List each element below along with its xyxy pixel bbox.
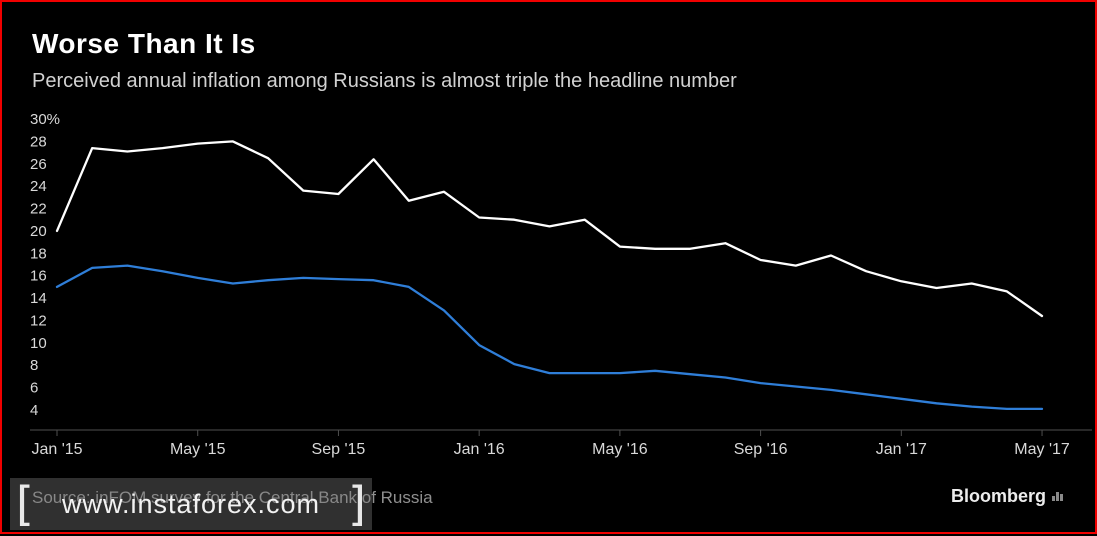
watermark-left-bracket: [ — [16, 477, 34, 531]
x-axis-label: Jan '16 — [454, 441, 505, 458]
chart-title: Worse Than It Is — [32, 28, 256, 59]
x-axis-label: Sep '15 — [312, 441, 366, 458]
y-axis-label: 6 — [30, 380, 38, 397]
y-axis-label: 4 — [30, 402, 38, 419]
x-axis-label: Jan '17 — [876, 441, 927, 458]
y-axis-label: 20 — [30, 223, 47, 240]
y-axis-label: 28 — [30, 133, 47, 150]
y-axis-label: 16 — [30, 268, 47, 285]
x-axis-label: May '16 — [592, 441, 648, 458]
series-line-perceived-annual-inflation — [55, 140, 1044, 318]
y-axis-label: 24 — [30, 178, 47, 195]
series-line-headline-annual-inflation — [55, 264, 1044, 411]
y-axis-label: 10 — [30, 335, 47, 352]
y-axis-label: 18 — [30, 245, 47, 262]
x-axis-label: May '17 — [1014, 441, 1070, 458]
watermark-text: www.instaforex.com — [61, 488, 321, 519]
y-axis-label: 30% — [30, 111, 60, 128]
x-axis-label: Sep '16 — [734, 441, 788, 458]
y-axis-label: 12 — [30, 312, 47, 329]
watermark-right-bracket: ] — [348, 477, 366, 531]
x-axis-label: Jan '15 — [31, 441, 82, 458]
y-axis-label: 14 — [30, 290, 47, 307]
bar-chart-icon — [1052, 492, 1063, 501]
bloomberg-logo: Bloomberg — [951, 486, 1063, 507]
watermark: [ www.instaforex.com ] — [10, 478, 372, 530]
y-axis-label: 8 — [30, 357, 38, 374]
chart-header: Worse Than It Is Perceived annual inflat… — [32, 28, 737, 93]
y-axis-label: 26 — [30, 156, 47, 173]
y-axis-label: 22 — [30, 201, 47, 218]
bloomberg-label: Bloomberg — [950, 486, 1046, 506]
chart-footer: Source: inFOM survey for the Central Ban… — [2, 486, 1095, 514]
source-text: Source: inFOM survey for the Central Ban… — [32, 488, 433, 507]
x-axis-label: May '15 — [170, 441, 226, 458]
chart-subtitle: Perceived annual inflation among Russian… — [32, 70, 737, 92]
